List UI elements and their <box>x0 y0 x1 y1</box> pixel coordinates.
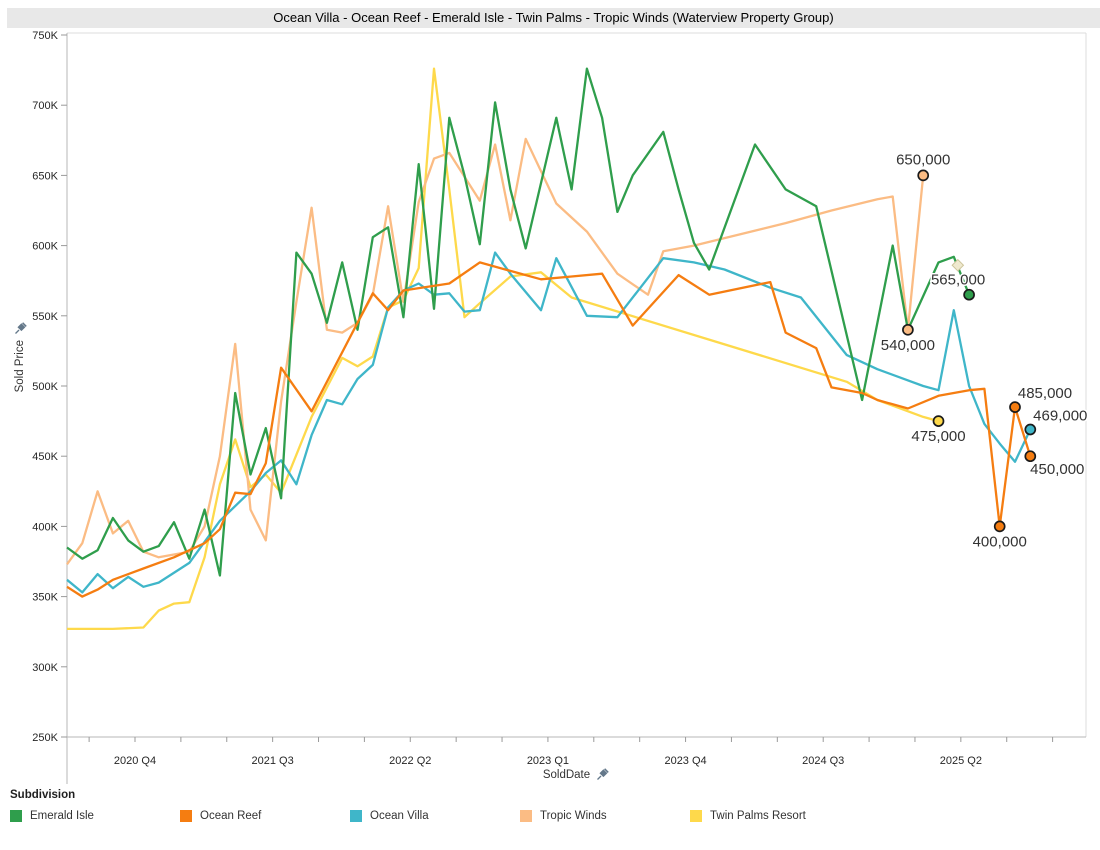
legend-title: Subdivision <box>10 789 76 801</box>
legend-item-label: Ocean Reef <box>200 810 262 822</box>
x-axis-title: SoldDate <box>0 768 1100 781</box>
legend-swatch <box>520 810 532 822</box>
legend-item-ocean-villa[interactable]: Ocean Villa <box>350 810 520 822</box>
legend-swatch <box>690 810 702 822</box>
legend-item-label: Twin Palms Resort <box>710 810 806 822</box>
legend-swatch <box>180 810 192 822</box>
value-annotation: 475,000 <box>911 428 965 445</box>
data-point-marker-ocean-villa[interactable] <box>1024 423 1037 436</box>
y-tick-label: 300K <box>32 662 58 674</box>
data-point-marker-emerald-isle[interactable] <box>963 288 975 301</box>
x-tick-label: 2023 Q1 <box>527 755 569 767</box>
y-tick-label: 600K <box>32 241 58 253</box>
y-axis-title: Sold Price <box>9 322 31 392</box>
pin-icon[interactable] <box>14 322 27 335</box>
y-tick-label: 550K <box>32 311 58 323</box>
value-annotation: 540,000 <box>881 337 935 354</box>
legend-items: Emerald Isle Ocean Reef Ocean Villa Tropic … <box>10 810 860 822</box>
legend-item-emerald-isle[interactable]: Emerald Isle <box>10 810 180 822</box>
series-line-ocean-reef[interactable] <box>66 261 1032 598</box>
legend-item-label: Emerald Isle <box>30 810 94 822</box>
pin-icon[interactable] <box>596 768 609 781</box>
x-tick-label: 2020 Q4 <box>114 755 156 767</box>
legend-swatch <box>350 810 362 822</box>
data-point-marker-ocean-reef[interactable] <box>1009 401 1021 413</box>
legend-item-label: Tropic Winds <box>540 810 607 822</box>
data-point-marker-twin-palms-resort[interactable] <box>932 415 945 427</box>
x-tick-label: 2021 Q3 <box>252 755 294 767</box>
value-annotation: 469,000 <box>1033 408 1087 425</box>
ghost-diamond-marker[interactable] <box>951 258 965 272</box>
x-tick-label: 2024 Q3 <box>802 755 844 767</box>
y-tick-label: 250K <box>32 732 58 744</box>
value-annotation: 400,000 <box>973 533 1027 550</box>
data-point-marker-tropic-winds[interactable] <box>902 323 914 336</box>
value-annotation: 650,000 <box>896 151 950 168</box>
chart-title-text: Ocean Villa - Ocean Reef - Emerald Isle … <box>273 10 834 25</box>
series-line-twin-palms-resort[interactable] <box>67 67 939 631</box>
value-annotation: 450,000 <box>1030 461 1084 478</box>
value-annotation: 565,000 <box>931 272 985 289</box>
data-point-marker-ocean-reef[interactable] <box>1024 450 1037 463</box>
legend-swatch <box>10 810 22 822</box>
y-tick-label: 350K <box>32 592 58 604</box>
data-point-marker-ocean-reef[interactable] <box>993 520 1006 533</box>
y-tick-label: 700K <box>32 100 58 112</box>
x-tick-label: 2023 Q4 <box>664 755 706 767</box>
x-tick-label: 2022 Q2 <box>389 755 431 767</box>
series-line-tropic-winds[interactable] <box>66 137 925 565</box>
series-line-emerald-isle[interactable] <box>66 67 971 577</box>
price-trend-chart: 750K 700K 650K 600K 550K 500K 450K 400K 350K 300K… <box>32 30 1089 784</box>
chart-title: Ocean Villa - Ocean Reef - Emerald Isle … <box>7 8 1100 28</box>
legend-item-twin-palms-resort[interactable]: Twin Palms Resort <box>690 810 860 822</box>
y-tick-label: 750K <box>32 30 58 42</box>
legend-item-ocean-reef[interactable]: Ocean Reef <box>180 810 350 822</box>
x-tick-label: 2025 Q2 <box>940 755 982 767</box>
value-annotation: 485,000 <box>1018 385 1072 402</box>
legend-item-tropic-winds[interactable]: Tropic Winds <box>520 810 690 822</box>
y-tick-label: 650K <box>32 170 58 182</box>
y-tick-label: 400K <box>32 521 58 533</box>
data-point-marker-tropic-winds[interactable] <box>917 169 930 182</box>
legend-item-label: Ocean Villa <box>370 810 429 822</box>
y-tick-label: 500K <box>32 381 58 393</box>
y-tick-label: 450K <box>32 451 58 463</box>
y-axis-title-text: Sold Price <box>14 340 26 393</box>
x-axis-title-text: SoldDate <box>542 768 591 781</box>
legend: Subdivision Emerald Isle Ocean Reef Ocean … <box>10 789 860 822</box>
